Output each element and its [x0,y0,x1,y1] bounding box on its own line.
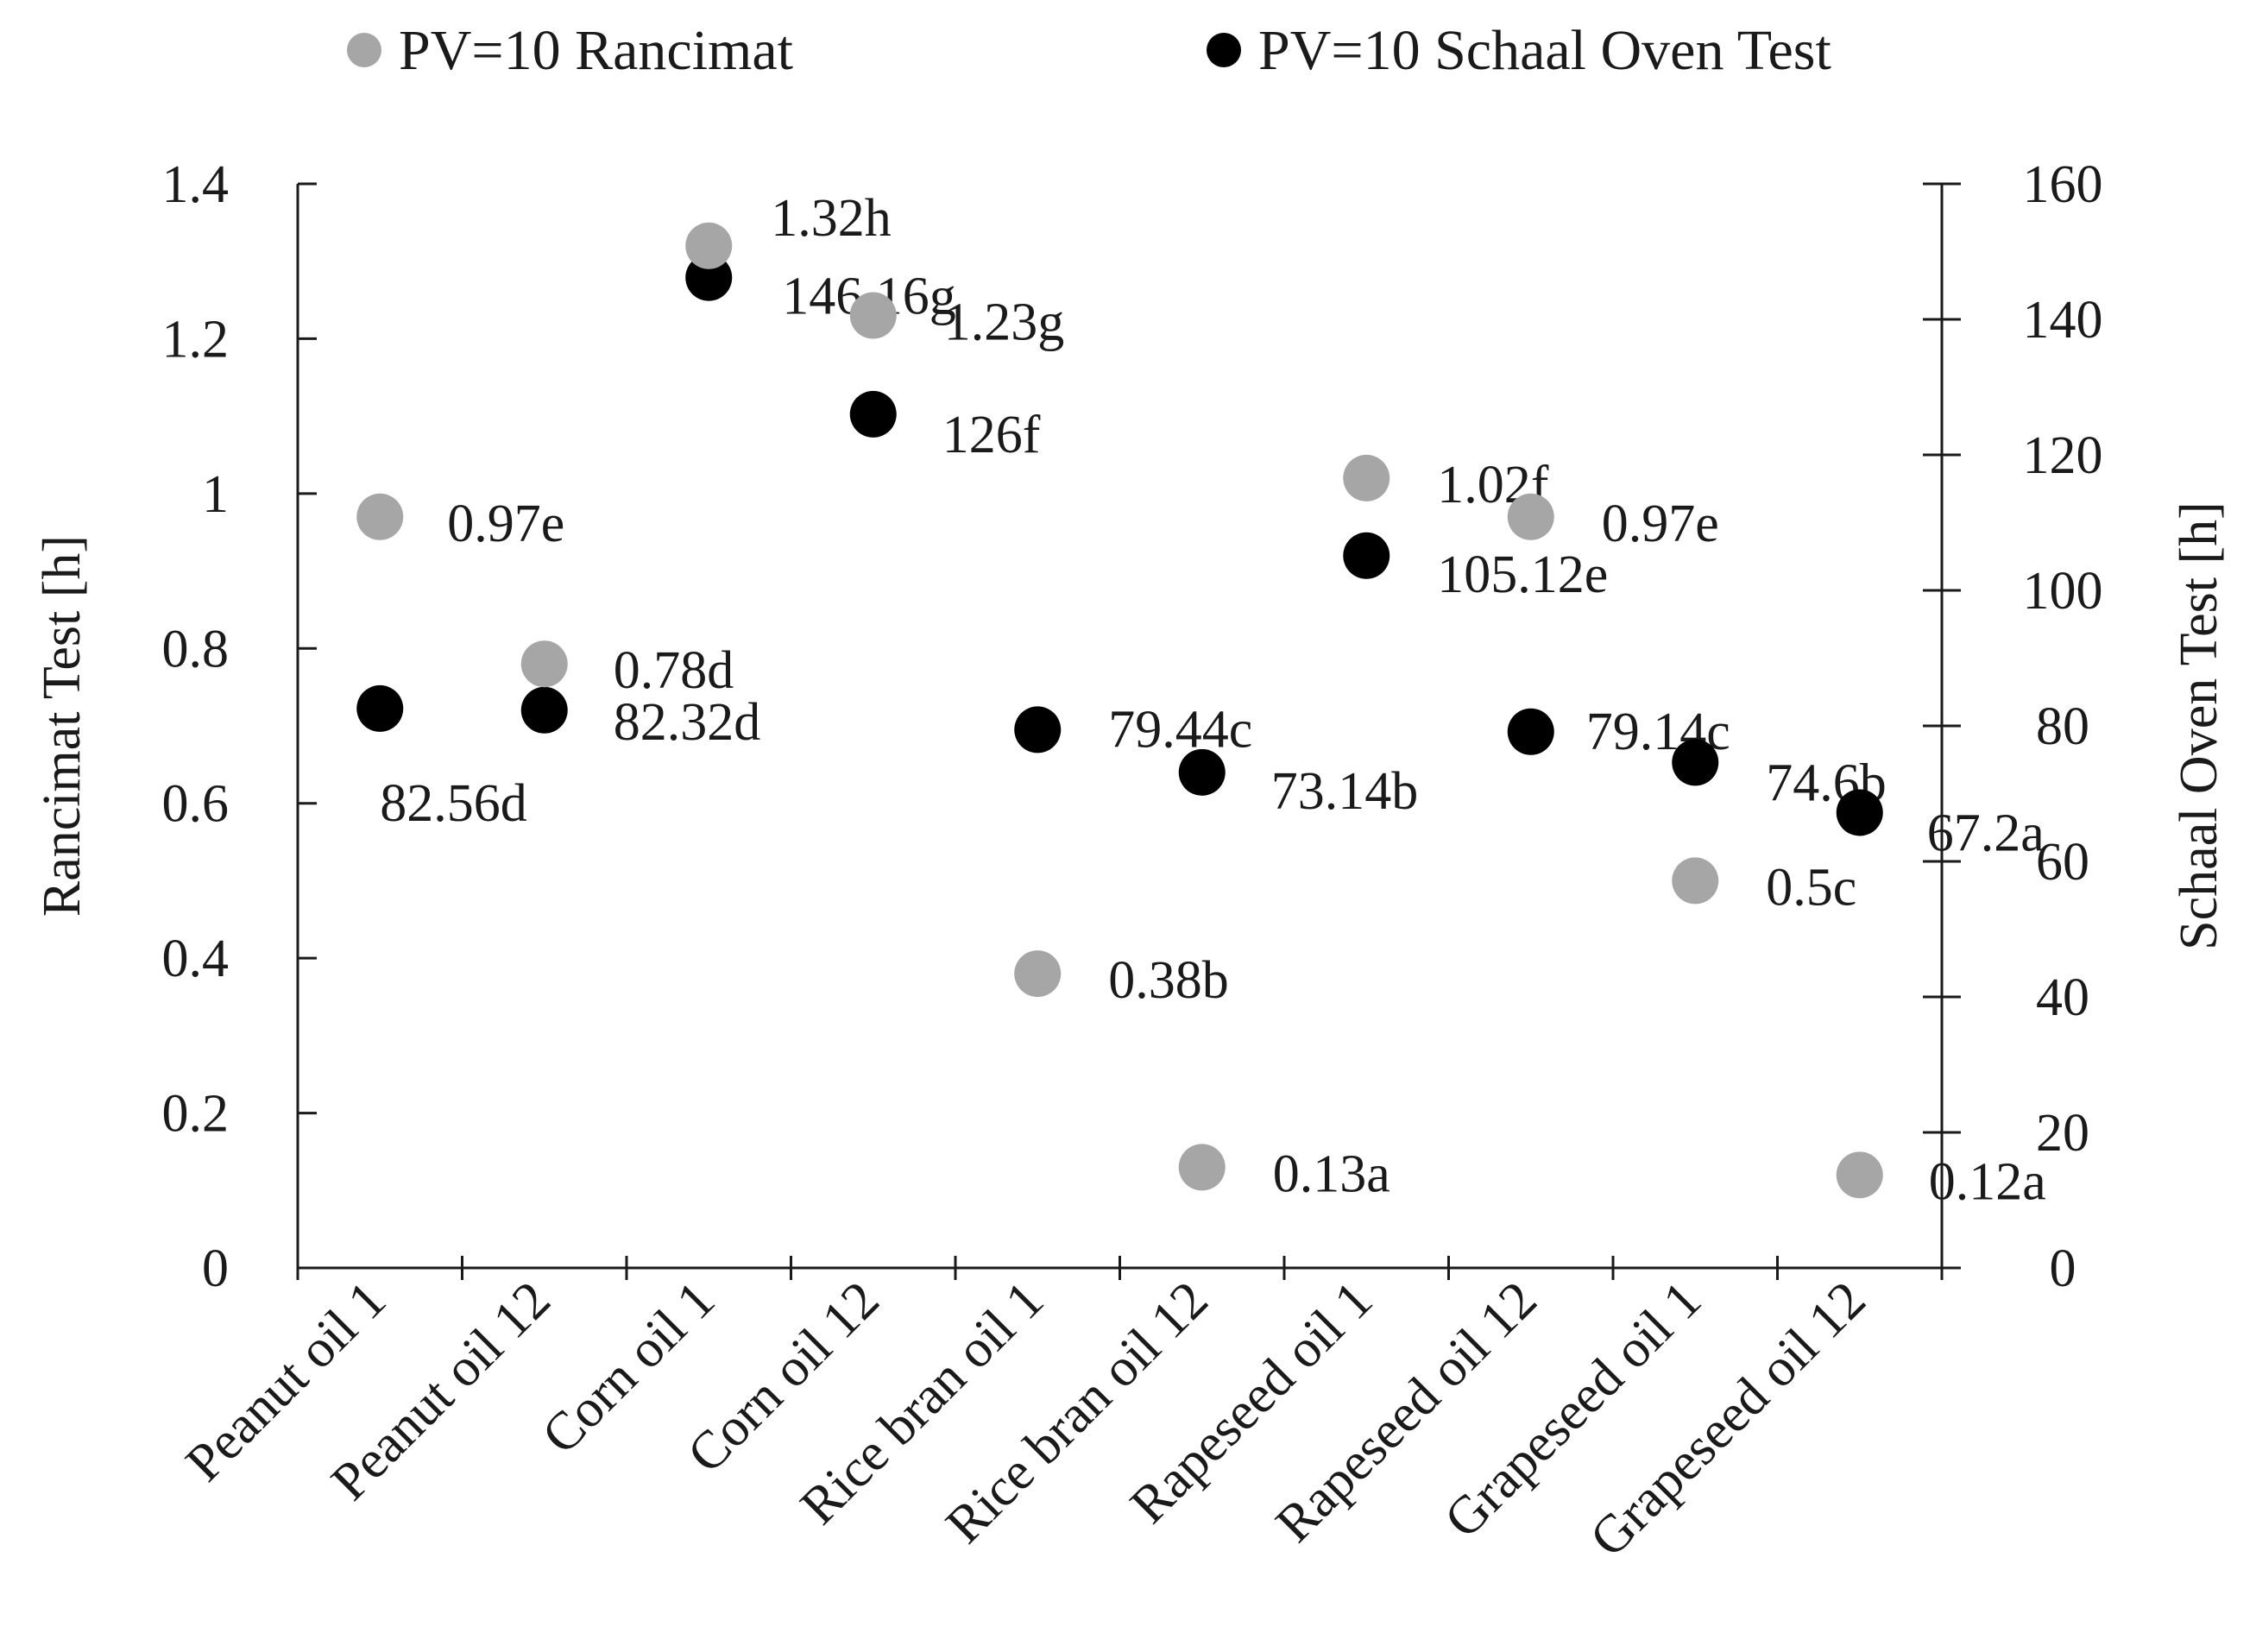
schaal-point [1836,789,1883,836]
rancimat-data-label: 0.78d [614,641,734,700]
schaal-point [1507,708,1554,755]
schaal-point [1343,532,1390,579]
left-axis-tick-label: 1 [202,465,229,524]
left-axis-tick-label: 0.4 [162,930,230,988]
rancimat-point [1507,493,1554,540]
rancimat-point [1836,1151,1883,1199]
schaal-point [1178,748,1226,796]
rancimat-data-label: 0.12a [1929,1152,2046,1211]
right-axis-tick-label: 40 [2036,968,2089,1027]
right-axis-tick-label: 20 [2036,1104,2089,1163]
rancimat-point [1014,950,1062,998]
rancimat-point [520,640,568,688]
left-axis-title: Rancimat Test [h] [33,535,91,917]
left-axis-tick-label: 0.6 [162,775,230,834]
right-axis-tick-label: 140 [2023,291,2103,350]
rancimat-data-label: 0.13a [1273,1144,1390,1203]
right-axis-ticks: 0 20 40 60 80 100 120 140 160 [1923,155,2103,1298]
schaal-data-label: 73.14b [1271,762,1419,821]
right-axis-tick-label: 120 [2023,426,2103,485]
right-axis-tick-label: 160 [2023,155,2103,214]
schaal-data-label: 79.44c [1108,700,1252,759]
series-rancimat: 0.97e0.78d1.32h1.23g0.38b0.13a1.02f0.97e… [356,189,2046,1211]
rancimat-point [356,493,404,540]
schaal-point [849,390,897,438]
x-axis-ticks [296,1256,1944,1280]
category-label: Grapeseed oil 12 [1579,1271,1877,1568]
schaal-point [356,684,404,732]
rancimat-data-label: 0.97e [1602,495,1719,553]
rancimat-point [1178,1144,1226,1191]
left-axis-tick-label: 1.2 [162,310,230,369]
right-axis-tick-label: 60 [2036,833,2089,892]
legend-marker-schaal [1207,33,1241,67]
rancimat-data-label: 1.32h [771,189,892,248]
right-axis-tick-label: 0 [2050,1239,2076,1298]
rancimat-point [1343,454,1390,501]
left-axis-tick-label: 0.2 [162,1085,230,1144]
schaal-data-label: 82.32d [614,693,761,752]
schaal-point [1672,739,1719,786]
legend-label-rancimat: PV=10 Rancimat [399,19,793,82]
rancimat-point [685,222,733,269]
left-axis-ticks: 0 0.2 0.4 0.6 0.8 1 1.2 1.4 [162,155,317,1298]
rancimat-data-label: 0.38b [1108,951,1229,1010]
right-axis-title: Schaal Oven Test [h] [2170,501,2228,950]
rancimat-data-label: 0.5c [1766,858,1856,917]
right-axis-tick-label: 80 [2036,697,2089,756]
schaal-data-label: 67.2a [1927,804,2045,862]
legend: PV=10 Rancimat PV=10 Schaal Oven Test [347,19,1831,82]
right-axis-tick-label: 100 [2023,562,2103,621]
rancimat-data-label: 0.97e [447,495,564,553]
schaal-point [1014,706,1062,753]
left-axis-tick-label: 0.8 [162,620,230,678]
schaal-data-label: 126f [942,406,1041,464]
left-axis-tick-label: 0 [202,1239,229,1298]
legend-label-schaal: PV=10 Schaal Oven Test [1258,19,1831,82]
schaal-data-label: 82.56d [380,774,527,833]
legend-marker-rancimat [347,33,381,67]
rancimat-point [849,292,897,339]
left-axis-tick-label: 1.4 [162,155,230,214]
schaal-point [520,686,568,734]
series-schaal-oven: 82.56d82.32d146.16g126f79.44c73.14b105.1… [356,254,2045,862]
schaal-data-label: 105.12e [1437,545,1608,604]
rancimat-point [1672,857,1719,905]
rancimat-data-label: 1.23g [944,293,1065,352]
